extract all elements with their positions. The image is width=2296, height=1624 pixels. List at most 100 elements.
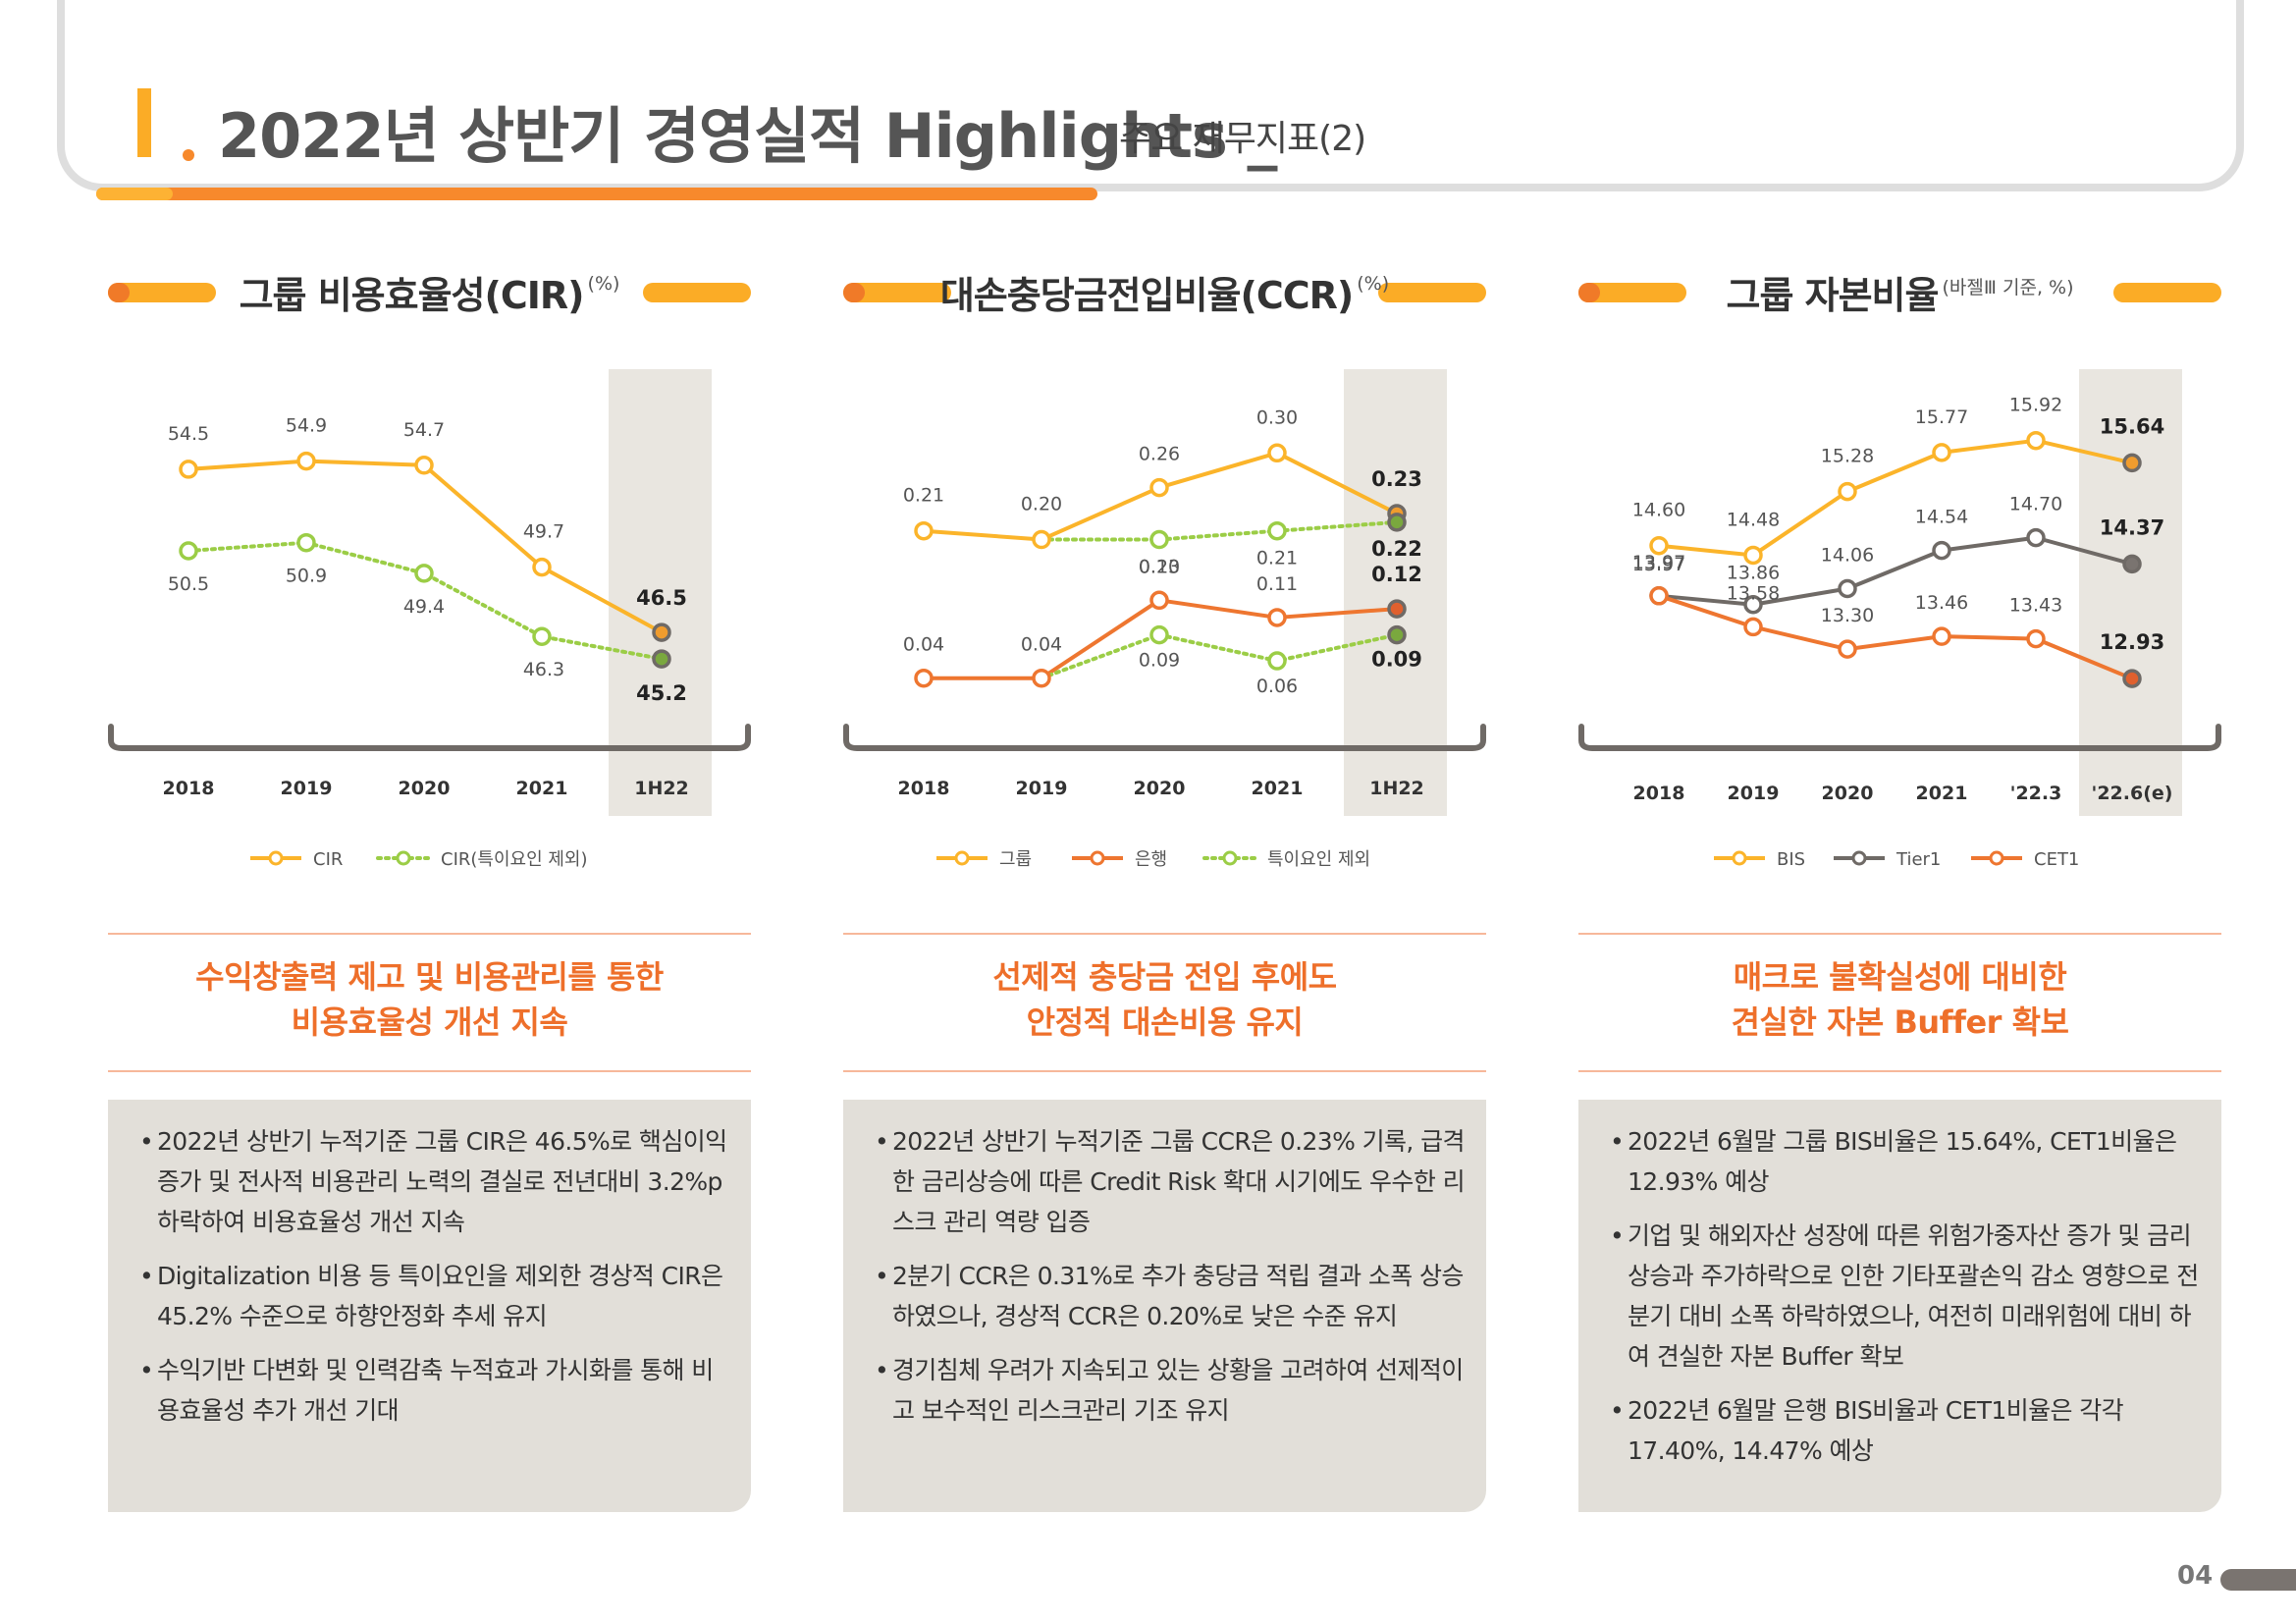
- data-label: 14.60: [1632, 500, 1685, 521]
- header-frame: [57, 0, 2244, 191]
- data-point: [1149, 529, 1169, 550]
- data-point: [2122, 453, 2142, 473]
- section-ccr: 대손충당금전입비율(CCR) (%) 2018 2019 2020 2021 1H22 0.…: [843, 265, 1486, 1512]
- data-point: [414, 456, 434, 475]
- data-label: 49.7: [523, 521, 564, 543]
- section-title-text: 대손충당금전입비율(CCR): [939, 274, 1354, 317]
- data-label: 54.5: [168, 423, 209, 445]
- data-label: 0.26: [1139, 444, 1180, 465]
- data-point: [2122, 669, 2142, 688]
- data-label: 54.7: [403, 419, 445, 441]
- data-point: [652, 623, 671, 642]
- section-header: 그룹 자본비율 (바젤Ⅲ 기준, %): [1578, 265, 2221, 320]
- bullet-item: • 2분기 CCR은 0.31%로 추가 충당금 적립 결과 소폭 상승하였으나,…: [875, 1262, 1464, 1330]
- legend-marker: [1851, 850, 1867, 866]
- data-point: [1267, 608, 1287, 627]
- x-tick-label: 2021: [1916, 783, 1968, 804]
- data-point: [2026, 628, 2046, 649]
- data-label: 13.86: [1727, 563, 1780, 584]
- data-label: 0.22: [1371, 537, 1422, 561]
- data-label: 15.28: [1821, 446, 1874, 467]
- divider-top: [843, 933, 1486, 935]
- headline-line-2: 비용효율성 개선 지속: [291, 1003, 568, 1041]
- data-label: 13.97: [1632, 552, 1685, 573]
- data-point: [414, 564, 434, 583]
- data-point: [1149, 477, 1169, 498]
- data-point: [1267, 651, 1287, 671]
- data-point: [532, 626, 552, 646]
- data-label: 45.2: [636, 681, 687, 705]
- data-label: 0.20: [1139, 557, 1180, 578]
- data-label: 46.3: [523, 659, 564, 680]
- data-label: 0.11: [1256, 573, 1298, 595]
- data-label: 50.9: [286, 566, 327, 587]
- data-label: 15.77: [1915, 406, 1968, 428]
- data-point: [1743, 594, 1763, 615]
- data-label: 12.93: [2100, 630, 2164, 654]
- page-title: 2022년 상반기 경영실적 Highlights _: [218, 100, 1277, 172]
- page-subtitle: 주요 재무지표(2): [1119, 119, 1366, 159]
- data-point: [1267, 520, 1287, 541]
- data-point: [1838, 578, 1857, 599]
- legend-marker: [1090, 850, 1105, 866]
- series-line: [1658, 535, 2133, 607]
- header-pill-left: [1578, 283, 1686, 302]
- data-label: 14.54: [1915, 507, 1968, 528]
- page-number: 04: [2177, 1561, 2214, 1591]
- header-pill-left: [843, 283, 951, 302]
- legend-label: BIS: [1777, 849, 1805, 870]
- legend-label: 그룹: [999, 849, 1032, 870]
- divider-bottom: [108, 1070, 751, 1072]
- legend-item: CET1: [1971, 849, 2079, 870]
- header-underline-accent: [96, 188, 173, 200]
- data-point: [652, 649, 671, 669]
- x-axis-bracket: [843, 724, 1486, 751]
- page-tab-marker: [2220, 1569, 2296, 1591]
- data-point: [1838, 481, 1857, 502]
- data-point: [2026, 527, 2046, 548]
- section-unit: (바젤Ⅲ 기준, %): [1942, 277, 2074, 298]
- data-label: 0.04: [903, 634, 944, 656]
- bullet-box: • 2022년 상반기 누적기준 그룹 CIR은 46.5%로 핵심이익 증가 및…: [108, 1100, 751, 1512]
- legend-marker: [954, 850, 970, 866]
- data-label: 46.5: [636, 586, 687, 610]
- x-tick-label: 1H22: [1369, 778, 1424, 799]
- bullet-item: • 경기침체 우려가 지속되고 있는 상황을 고려하여 선제적이고 보수적인 리스…: [875, 1356, 1464, 1425]
- legend-item: CIR: [250, 849, 343, 870]
- x-tick-label: '22.3: [2010, 783, 2062, 804]
- header-pill-right: [2113, 283, 2221, 302]
- x-tick-label: 2021: [1252, 778, 1304, 799]
- x-tick-label: 2019: [281, 778, 333, 799]
- data-label: 0.20: [1021, 494, 1062, 515]
- bullet-item: • 기업 및 해외자산 성장에 따른 위험가중자산 증가 및 금리 상승과 주가하…: [1610, 1221, 2199, 1371]
- data-point: [1387, 624, 1407, 645]
- data-label: 15.64: [2100, 414, 2164, 438]
- data-label: 0.21: [903, 485, 944, 507]
- data-point: [179, 541, 198, 561]
- series-line: [1658, 438, 2133, 558]
- highlight-band: [609, 369, 712, 816]
- data-point: [1838, 639, 1857, 659]
- section-headline: 매크로 불확실성에 대비한 견실한 자본 Buffer 확보: [1578, 954, 2221, 1045]
- x-axis-bracket: [1578, 724, 2221, 751]
- legend-item: 특이요인 제외: [1202, 849, 1370, 870]
- data-label: 0.06: [1256, 676, 1298, 697]
- x-tick-label: 2019: [1728, 783, 1780, 804]
- bullet-item: • 2022년 6월말 그룹 BIS비율은 15.64%, CET1비율은 12.…: [1610, 1127, 2177, 1196]
- data-point: [1743, 545, 1763, 566]
- section-unit: (%): [1357, 273, 1390, 295]
- section-headline: 선제적 충당금 전입 후에도 안정적 대손비용 유지: [843, 954, 1486, 1045]
- section-header: 대손충당금전입비율(CCR) (%): [843, 265, 1486, 320]
- data-point: [296, 532, 316, 553]
- data-point: [1649, 535, 1669, 556]
- bullet-box: • 2022년 6월말 그룹 BIS비율은 15.64%, CET1비율은 12.…: [1578, 1100, 2221, 1512]
- x-tick-label: 2019: [1016, 778, 1068, 799]
- divider-top: [1578, 933, 2221, 935]
- data-label: 15.92: [2009, 395, 2062, 416]
- data-label: 13.30: [1821, 605, 1874, 626]
- x-tick-label: '22.6(e): [2092, 783, 2173, 804]
- data-label: 14.70: [2009, 494, 2062, 515]
- data-label: 0.09: [1139, 650, 1180, 672]
- x-tick-label: 2018: [1633, 783, 1685, 804]
- data-point: [1743, 617, 1763, 637]
